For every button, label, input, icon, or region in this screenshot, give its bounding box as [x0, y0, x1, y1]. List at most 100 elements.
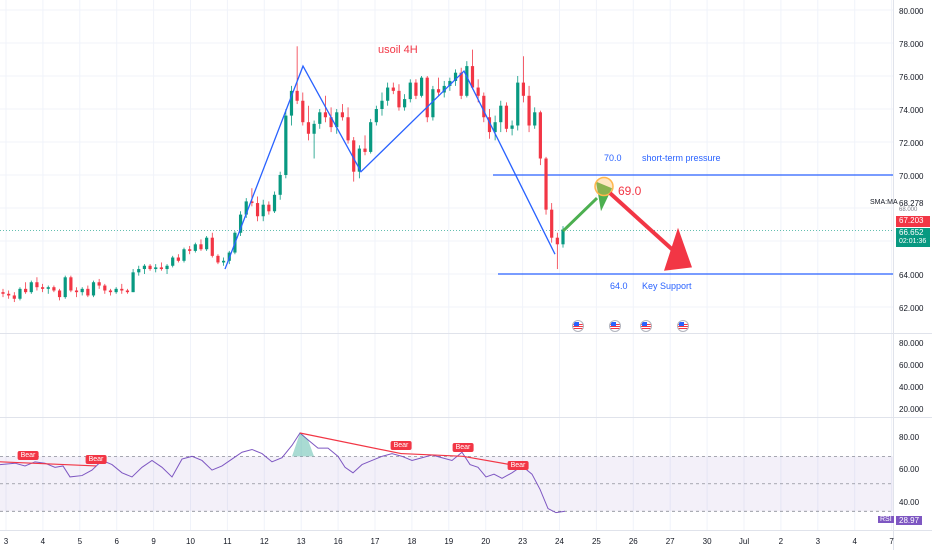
- support-value-label: 64.0: [610, 281, 628, 291]
- candle-body: [125, 290, 130, 293]
- candle-body: [352, 140, 356, 172]
- candle-body: [29, 282, 33, 293]
- candle: [465, 61, 469, 98]
- candle: [267, 201, 271, 215]
- candle-body: [312, 123, 316, 134]
- candle: [159, 262, 163, 271]
- candle: [346, 107, 350, 144]
- us-flag-icon[interactable]: [677, 320, 689, 332]
- candle-body: [521, 82, 526, 96]
- rsi-tick: 80.00: [899, 433, 920, 442]
- date-tick: 25: [591, 537, 601, 546]
- date-tick: 4: [40, 537, 46, 546]
- pressure-value-label: 70.0: [604, 153, 622, 163]
- candle-body: [527, 95, 531, 126]
- candle-body: [12, 295, 16, 299]
- candle-body: [470, 66, 475, 88]
- candle: [216, 254, 220, 265]
- candle-body: [386, 87, 390, 101]
- candle: [255, 196, 260, 222]
- candle-body: [216, 255, 220, 263]
- candle-body: [419, 77, 424, 96]
- green-arrow-shaft: [561, 197, 599, 233]
- candle-body: [397, 90, 401, 108]
- arrows: [561, 176, 692, 271]
- candle: [171, 255, 175, 268]
- candle: [199, 239, 203, 251]
- sma-value: 68.278: [899, 199, 924, 208]
- candle: [533, 107, 537, 129]
- candle-body: [510, 125, 514, 129]
- candle: [289, 85, 294, 126]
- candle-body: [131, 272, 135, 293]
- candle: [510, 120, 514, 136]
- candle: [7, 290, 11, 299]
- date-tick: 11: [223, 537, 232, 546]
- candle-body: [550, 209, 554, 238]
- candle-body: [380, 100, 384, 109]
- candle: [137, 265, 141, 276]
- candle: [131, 269, 135, 293]
- candle: [369, 118, 373, 154]
- candle-body: [35, 282, 39, 288]
- candle: [142, 264, 147, 274]
- candle: [386, 82, 390, 106]
- date-tick: 20: [481, 537, 491, 546]
- candle: [46, 285, 50, 294]
- us-flag-icon[interactable]: [640, 320, 652, 332]
- candle-body: [171, 257, 175, 266]
- candle-body: [148, 265, 152, 270]
- support-text-label: Key Support: [642, 281, 692, 291]
- target-circle: [594, 176, 614, 197]
- us-flag-icon[interactable]: [572, 320, 584, 332]
- price-tick: 76.000: [899, 73, 924, 82]
- candle-body: [374, 109, 378, 123]
- candle-body: [91, 282, 96, 296]
- candle: [470, 49, 475, 90]
- candle-body: [182, 249, 186, 261]
- green-arrow-head: [596, 181, 612, 212]
- pressure-text-label: short-term pressure: [642, 153, 721, 163]
- candle: [114, 287, 118, 294]
- rsi-overbought-fill: [292, 432, 314, 457]
- candles: [1, 46, 565, 303]
- candle: [103, 283, 107, 294]
- candle-body: [335, 112, 339, 128]
- sma-hidden-value: 68.000: [899, 207, 918, 213]
- candle-body: [301, 100, 305, 123]
- candle: [499, 100, 503, 133]
- candle: [238, 211, 243, 237]
- candle: [148, 264, 152, 271]
- candle: [261, 199, 265, 222]
- pattern-lines: [224, 64, 556, 270]
- candle: [482, 92, 486, 123]
- us-flag-icon[interactable]: [609, 320, 621, 332]
- candle: [35, 277, 39, 291]
- candle: [397, 84, 401, 111]
- candle-body: [555, 237, 559, 245]
- candle-body: [403, 99, 407, 108]
- scale-separator: [893, 0, 894, 550]
- candle-body: [57, 290, 62, 298]
- candle-body: [340, 112, 344, 118]
- candle-body: [272, 194, 277, 212]
- horizontal-lines: [0, 174, 893, 275]
- candle: [550, 203, 554, 243]
- candle-body: [193, 244, 197, 251]
- candle: [493, 115, 497, 141]
- candle-body: [46, 287, 50, 289]
- candle: [165, 264, 169, 274]
- candle-body: [329, 117, 333, 128]
- candle-body: [465, 66, 469, 96]
- candle: [538, 110, 542, 166]
- candle-body: [137, 269, 141, 273]
- candle-body: [295, 90, 299, 101]
- price-tick: 74.000: [899, 106, 924, 115]
- candle: [419, 76, 424, 98]
- pane-separator-volume: [0, 333, 932, 334]
- candle-body: [323, 112, 328, 118]
- candle-body: [103, 285, 107, 291]
- candle-body: [278, 175, 282, 195]
